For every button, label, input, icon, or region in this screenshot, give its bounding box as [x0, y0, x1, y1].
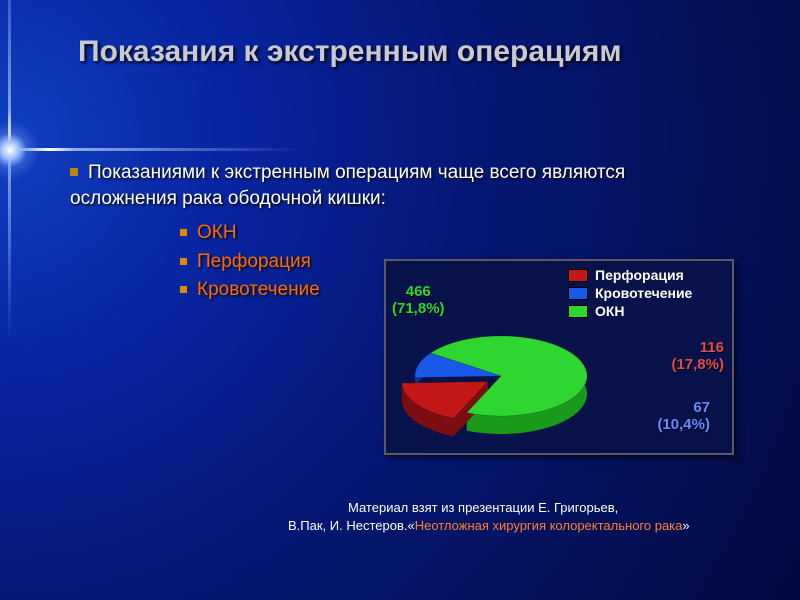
square-bullet-icon: [70, 168, 78, 176]
legend-row: Перфорация: [568, 267, 726, 283]
square-bullet-icon: [180, 229, 187, 236]
legend-label: Перфорация: [595, 267, 684, 283]
credit-text: Материал взят из презентации Е. Григорье…: [78, 498, 738, 536]
intro-text: Показаниями к экстренным операциям чаще …: [70, 162, 625, 209]
legend-row: Кровотечение: [568, 285, 726, 301]
slice-label-krov: 67(10,4%): [657, 399, 710, 434]
sub-item-label: Кровотечение: [197, 279, 320, 300]
square-bullet-icon: [180, 258, 187, 265]
chart-legend: Перфорация Кровотечение ОКН: [568, 267, 726, 321]
legend-label: Кровотечение: [595, 285, 692, 301]
credit-suffix: »: [682, 518, 689, 533]
square-bullet-icon: [180, 286, 187, 293]
sub-item-label: Перфорация: [197, 251, 311, 272]
sub-item: ОКН: [180, 219, 710, 248]
legend-row: ОКН: [568, 303, 726, 319]
sub-item-label: ОКН: [197, 222, 237, 243]
credit-line1: Материал взят из презентации Е. Григорье…: [348, 500, 618, 515]
legend-swatch: [568, 305, 588, 318]
credit-line2a: В.Пак, И. Нестеров.«: [288, 518, 415, 533]
lens-flare-horizontal: [0, 148, 300, 151]
slice-label-okn: 466(71,8%): [392, 283, 445, 318]
legend-swatch: [568, 287, 588, 300]
lens-flare-vertical: [8, 0, 11, 340]
slide: Показания к экстренным операциям Показан…: [0, 0, 800, 600]
pie-chart: Перфорация Кровотечение ОКН 466(71,8%) 116…: [384, 259, 734, 455]
intro-line: Показаниями к экстренным операциям чаще …: [70, 160, 710, 211]
page-title: Показания к экстренным операциям: [78, 34, 708, 69]
legend-swatch: [568, 269, 588, 282]
slice-label-perf: 116(17,8%): [671, 339, 724, 374]
credit-accent: Неотложная хирургия колоректального рака: [415, 518, 683, 533]
legend-label: ОКН: [595, 303, 625, 319]
